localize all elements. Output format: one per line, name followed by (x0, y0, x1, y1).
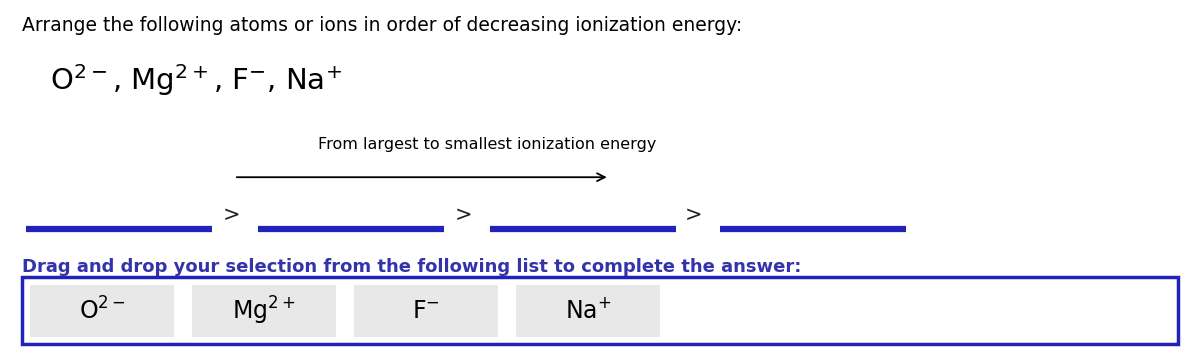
Text: $\mathrm{O}^{2-}$: $\mathrm{O}^{2-}$ (79, 297, 125, 324)
Bar (30, 285, 174, 337)
Text: Drag and drop your selection from the following list to complete the answer:: Drag and drop your selection from the fo… (22, 258, 800, 276)
Bar (192, 285, 336, 337)
Text: $\mathrm{O}^{2-}$, $\mathrm{Mg}^{2+}$, $\mathrm{F}^{-}$, $\mathrm{Na}^{+}$: $\mathrm{O}^{2-}$, $\mathrm{Mg}^{2+}$, $… (50, 63, 342, 98)
Text: >: > (455, 205, 472, 225)
Text: $\mathrm{Na}^{+}$: $\mathrm{Na}^{+}$ (565, 298, 611, 323)
Text: Arrange the following atoms or ions in order of decreasing ionization energy:: Arrange the following atoms or ions in o… (22, 16, 742, 35)
Bar (22, 277, 1178, 344)
Text: $\mathrm{Mg}^{2+}$: $\mathrm{Mg}^{2+}$ (233, 295, 295, 326)
Bar (354, 285, 498, 337)
Text: >: > (223, 205, 240, 225)
Text: $\mathrm{F}^{-}$: $\mathrm{F}^{-}$ (412, 299, 440, 323)
Text: From largest to smallest ionization energy: From largest to smallest ionization ener… (318, 137, 656, 152)
Bar (516, 285, 660, 337)
Text: >: > (685, 205, 702, 225)
